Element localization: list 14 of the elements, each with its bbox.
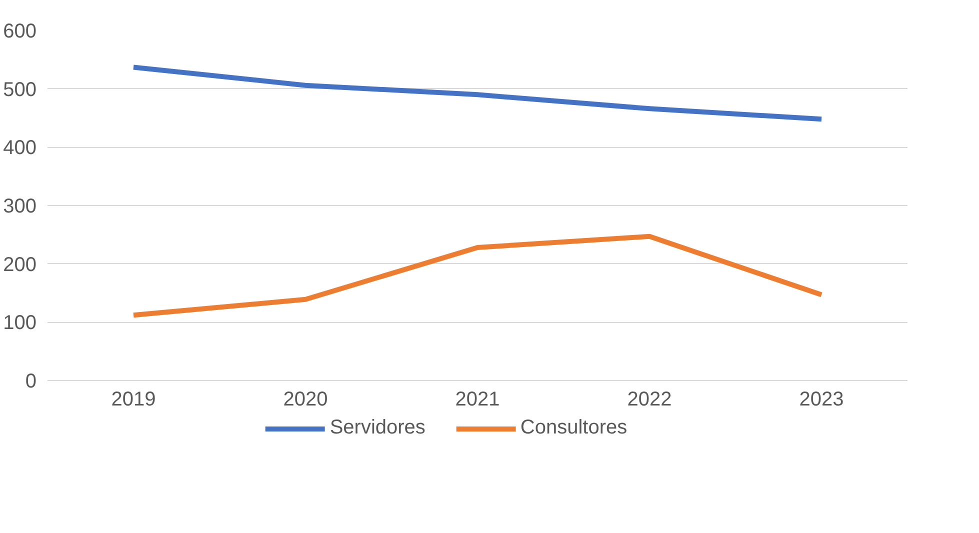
x-tick-label: 2022 <box>627 388 672 410</box>
y-tick-label: 600 <box>3 20 37 42</box>
y-tick-label: 400 <box>3 137 37 160</box>
y-tick-label: 200 <box>3 254 37 276</box>
x-tick-label: 2023 <box>799 388 844 410</box>
x-tick-label: 2019 <box>111 388 156 410</box>
legend-label: Servidores <box>330 416 426 440</box>
y-tick-label: 300 <box>3 196 37 218</box>
y-tick-label: 500 <box>3 78 37 101</box>
y-tick-label: 0 <box>25 370 36 392</box>
y-tick-label: 100 <box>3 312 37 334</box>
legend-label: Consultores <box>520 416 628 440</box>
x-tick-label: 2021 <box>455 388 500 410</box>
x-tick-label: 2020 <box>283 388 328 410</box>
